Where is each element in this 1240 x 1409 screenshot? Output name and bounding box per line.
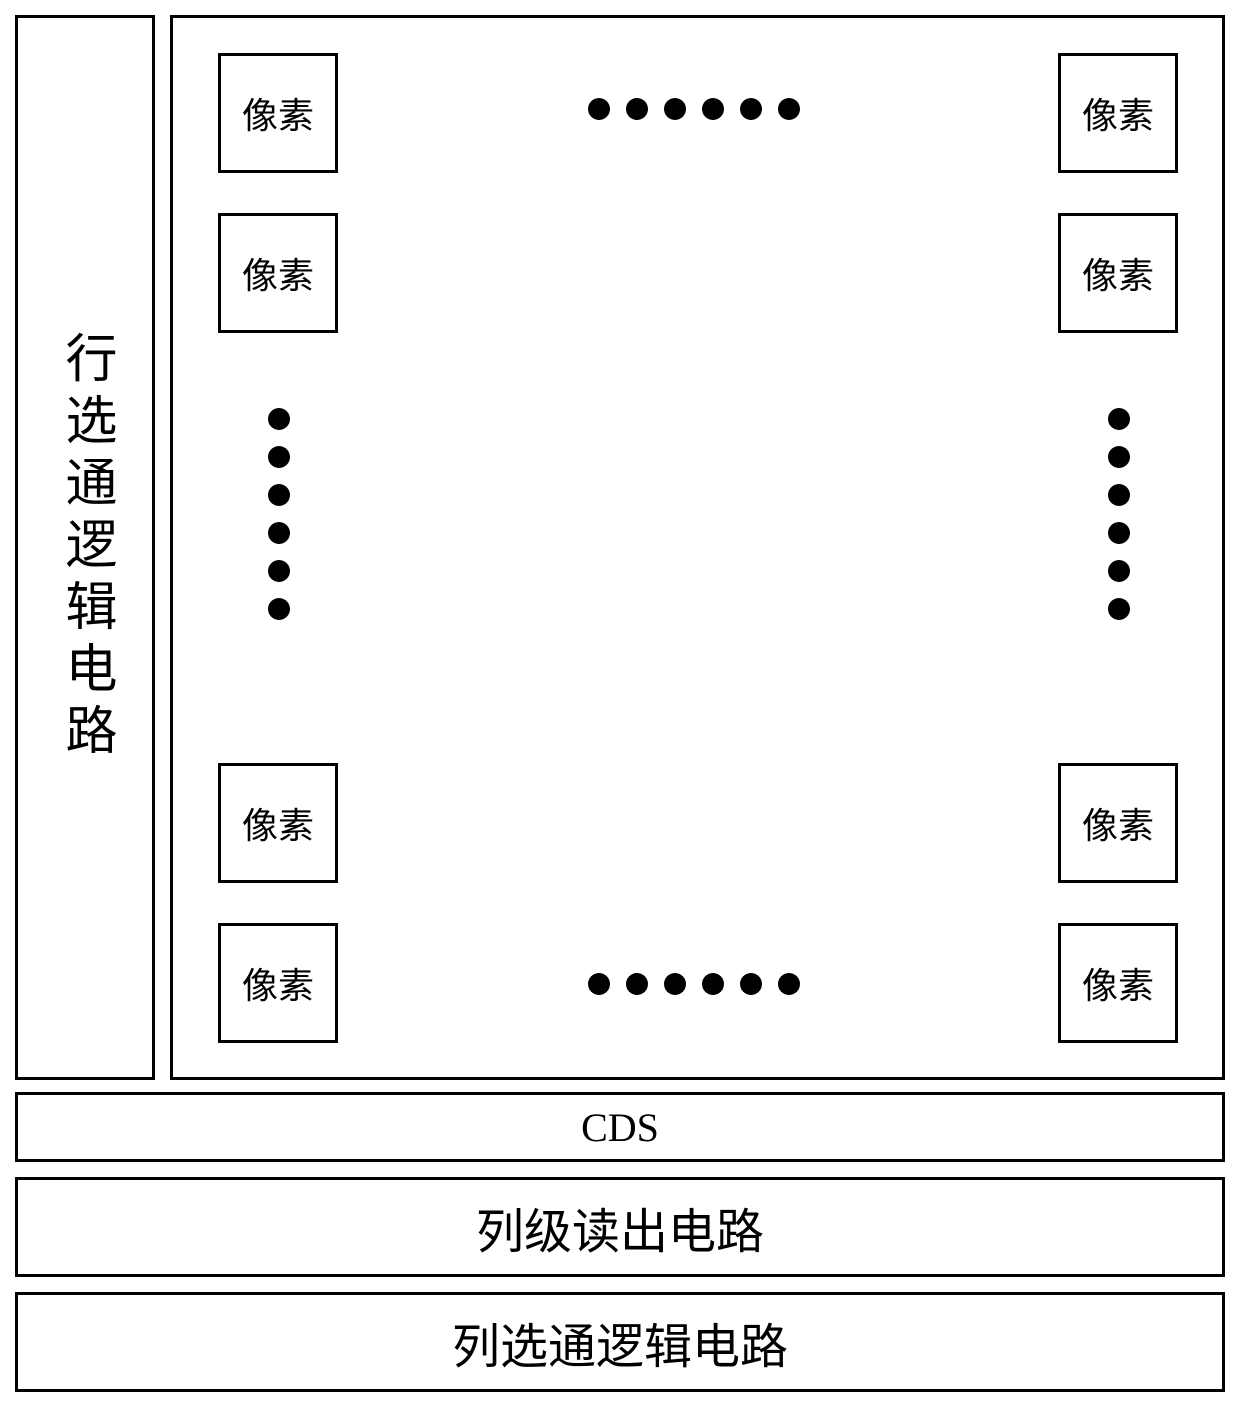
pixel-label: 像素 (242, 957, 314, 1009)
pixel-label: 像素 (1082, 247, 1154, 299)
ellipsis-dot (588, 973, 610, 995)
pixel-label: 像素 (1082, 957, 1154, 1009)
col-readout-label: 列级读出电路 (476, 1192, 764, 1262)
ellipsis-dot (778, 973, 800, 995)
dots-vertical (268, 408, 290, 620)
pixel-array-block: 像素 像素 像素 像素 像素 像素 像素 像素 (170, 15, 1225, 1080)
pixel-label: 像素 (242, 87, 314, 139)
pixel-box: 像素 (218, 53, 338, 173)
pixel-label: 像素 (1082, 87, 1154, 139)
pixel-box: 像素 (1058, 53, 1178, 173)
ellipsis-dot (702, 98, 724, 120)
ellipsis-dot (778, 98, 800, 120)
ellipsis-dot (268, 484, 290, 506)
col-select-block: 列选通逻辑电路 (15, 1292, 1225, 1392)
pixel-box: 像素 (218, 923, 338, 1043)
cds-label: CDS (581, 1104, 659, 1151)
pixel-label: 像素 (1082, 797, 1154, 849)
ellipsis-dot (268, 598, 290, 620)
ellipsis-dot (588, 98, 610, 120)
pixel-label: 像素 (242, 797, 314, 849)
ellipsis-dot (1108, 522, 1130, 544)
dots-vertical (1108, 408, 1130, 620)
col-select-label: 列选通逻辑电路 (452, 1307, 788, 1377)
ellipsis-dot (268, 522, 290, 544)
dots-horizontal (588, 98, 800, 120)
ellipsis-dot (1108, 408, 1130, 430)
ellipsis-dot (1108, 560, 1130, 582)
ellipsis-dot (1108, 484, 1130, 506)
ellipsis-dot (1108, 446, 1130, 468)
ellipsis-dot (626, 973, 648, 995)
row-select-block: 行选通逻辑电路 (15, 15, 155, 1080)
pixel-box: 像素 (1058, 763, 1178, 883)
col-readout-block: 列级读出电路 (15, 1177, 1225, 1277)
ellipsis-dot (664, 973, 686, 995)
ellipsis-dot (268, 446, 290, 468)
top-section: 行选通逻辑电路 像素 像素 像素 像素 像素 像素 像素 像素 (15, 15, 1225, 1080)
sensor-block-diagram: 行选通逻辑电路 像素 像素 像素 像素 像素 像素 像素 像素 (15, 15, 1225, 1392)
cds-block: CDS (15, 1092, 1225, 1162)
ellipsis-dot (702, 973, 724, 995)
ellipsis-dot (268, 560, 290, 582)
ellipsis-dot (664, 98, 686, 120)
pixel-box: 像素 (1058, 213, 1178, 333)
pixel-box: 像素 (218, 763, 338, 883)
ellipsis-dot (740, 973, 762, 995)
dots-horizontal (588, 973, 800, 995)
row-select-label: 行选通逻辑电路 (59, 331, 111, 765)
pixel-box: 像素 (1058, 923, 1178, 1043)
ellipsis-dot (268, 408, 290, 430)
pixel-box: 像素 (218, 213, 338, 333)
ellipsis-dot (626, 98, 648, 120)
pixel-label: 像素 (242, 247, 314, 299)
ellipsis-dot (740, 98, 762, 120)
ellipsis-dot (1108, 598, 1130, 620)
